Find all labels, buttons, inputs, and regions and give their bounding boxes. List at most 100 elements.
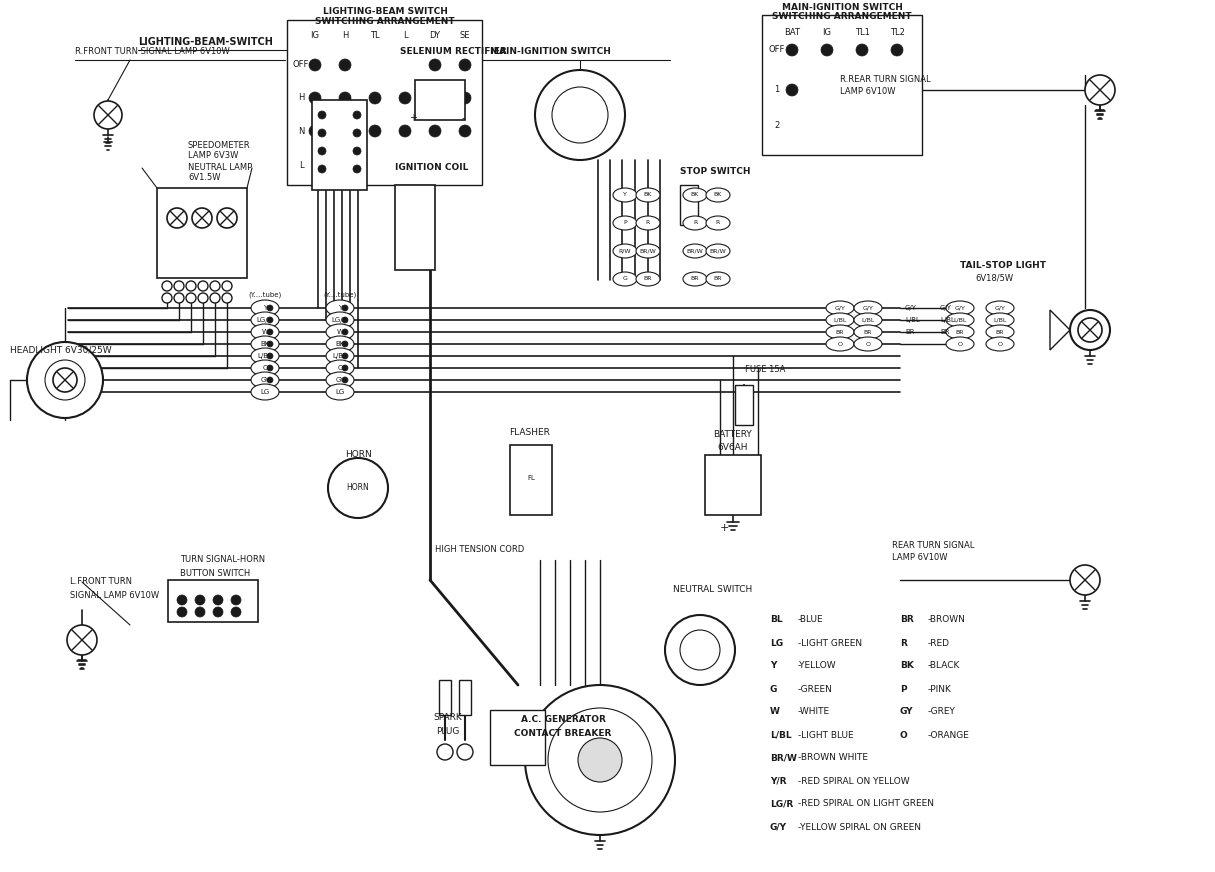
Bar [762,15,922,155]
Text: HORN: HORN [346,483,369,493]
Circle shape [267,317,273,323]
Circle shape [535,70,625,160]
Text: LAMP 6V10W: LAMP 6V10W [840,87,895,97]
Circle shape [665,615,735,685]
Ellipse shape [946,325,974,339]
Text: HIGH TENSION CORD: HIGH TENSION CORD [435,546,524,555]
Ellipse shape [252,384,279,400]
Bar [735,385,753,425]
Text: BK: BK [714,193,722,197]
Ellipse shape [987,325,1015,339]
Ellipse shape [706,216,730,230]
Text: BR: BR [644,276,652,282]
Text: 1: 1 [774,85,780,94]
Circle shape [341,341,347,347]
Text: BAT: BAT [784,29,799,37]
Text: W: W [770,707,780,717]
Circle shape [339,125,351,137]
Ellipse shape [826,313,854,327]
Ellipse shape [326,360,354,376]
Circle shape [786,84,798,96]
Ellipse shape [614,272,637,286]
Text: BATTERY: BATTERY [713,431,752,439]
Ellipse shape [854,337,882,351]
Text: L/BL: L/BL [940,317,955,323]
Ellipse shape [854,313,882,327]
Bar [680,185,697,225]
Circle shape [429,125,441,137]
Text: O: O [865,342,870,346]
Circle shape [309,125,321,137]
Text: H: H [341,31,349,40]
Text: -LIGHT BLUE: -LIGHT BLUE [798,731,854,739]
Text: L: L [402,31,407,40]
Text: -GREEN: -GREEN [798,685,832,693]
Circle shape [399,125,411,137]
Text: LG: LG [260,389,270,395]
Circle shape [186,281,196,291]
Ellipse shape [854,325,882,339]
Ellipse shape [826,301,854,315]
Text: MAIN-IGNITION SWITCH: MAIN-IGNITION SWITCH [490,47,611,57]
Text: L: L [299,161,304,171]
Ellipse shape [252,312,279,328]
Ellipse shape [987,313,1015,327]
Circle shape [354,111,361,119]
Text: R: R [693,221,697,226]
Text: 6V18/5W: 6V18/5W [974,274,1013,283]
Ellipse shape [635,216,660,230]
Ellipse shape [614,216,637,230]
Text: FUSE 15A: FUSE 15A [745,365,785,374]
Text: GY: GY [335,377,345,383]
Text: FLASHER: FLASHER [509,428,550,438]
Circle shape [341,329,347,335]
Ellipse shape [946,337,974,351]
Text: BR: BR [940,329,949,335]
Ellipse shape [635,244,660,258]
Circle shape [222,281,232,291]
Text: BK: BK [900,662,914,671]
Ellipse shape [326,372,354,388]
Text: NEUTRAL LAMP: NEUTRAL LAMP [188,164,253,173]
Circle shape [339,92,351,104]
Text: -YELLOW SPIRAL ON GREEN: -YELLOW SPIRAL ON GREEN [798,822,921,832]
Text: SE: SE [459,31,470,40]
Circle shape [1070,565,1100,595]
Ellipse shape [706,188,730,202]
Text: -ORANGE: -ORANGE [928,731,970,739]
Text: BK: BK [260,341,270,347]
Circle shape [459,125,471,137]
Text: PLUG: PLUG [436,727,459,737]
Circle shape [341,317,347,323]
Text: O: O [338,365,343,371]
Bar [490,710,546,765]
Text: GY: GY [900,707,914,717]
Text: L/BL: L/BL [954,317,967,323]
Text: GY: GY [260,377,270,383]
Text: -GREY: -GREY [928,707,956,717]
Circle shape [318,147,326,155]
Text: LG/R: LG/R [770,800,793,808]
Circle shape [437,744,453,760]
Text: 6V6AH: 6V6AH [718,444,748,453]
Text: +: + [409,113,417,123]
Text: TL: TL [371,31,380,40]
Circle shape [857,44,868,56]
Text: Y/R: Y/R [770,776,786,786]
Text: -: - [462,113,465,123]
Ellipse shape [683,216,707,230]
Text: STOP SWITCH: STOP SWITCH [680,167,751,176]
Text: G/Y: G/Y [955,305,966,310]
Text: CONTACT BREAKER: CONTACT BREAKER [514,728,611,738]
Text: SELENIUM RECTIFIER: SELENIUM RECTIFIER [400,47,507,57]
Circle shape [192,208,211,228]
Circle shape [1085,75,1115,105]
Text: L/BL: L/BL [333,353,347,359]
Ellipse shape [252,324,279,340]
Text: -WHITE: -WHITE [798,707,830,717]
Circle shape [354,165,361,173]
Text: LAMP 6V10W: LAMP 6V10W [892,554,948,562]
Circle shape [786,44,798,56]
Ellipse shape [854,301,882,315]
Text: LIGHTING-BEAM-SWITCH: LIGHTING-BEAM-SWITCH [139,37,273,47]
